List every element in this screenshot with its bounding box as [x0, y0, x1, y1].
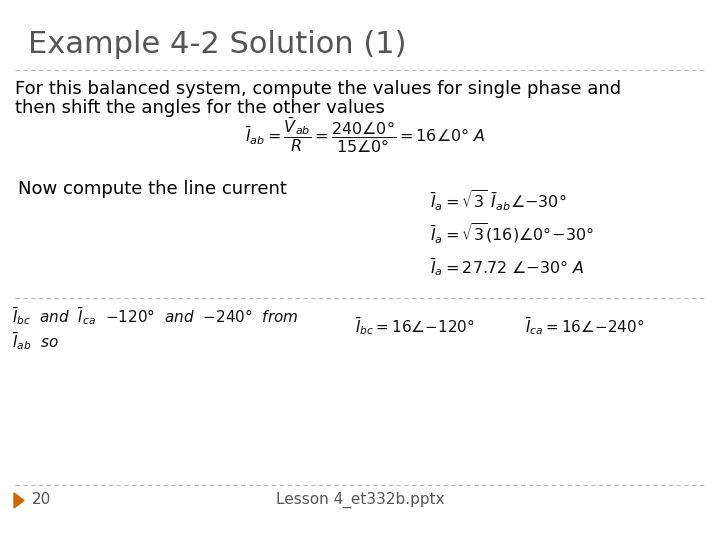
Text: $\mathit{\bar{I}_a = 27.72\ \angle{-30°}\ A}$: $\mathit{\bar{I}_a = 27.72\ \angle{-30°}…: [430, 256, 585, 278]
Text: Lesson 4_et332b.pptx: Lesson 4_et332b.pptx: [276, 492, 444, 508]
Text: For this balanced system, compute the values for single phase and: For this balanced system, compute the va…: [15, 80, 621, 98]
Text: Now compute the line current: Now compute the line current: [18, 180, 287, 198]
Text: $\mathit{\bar{I}_a = \sqrt{3}\ \bar{I}_{ab}\angle{-30°}}$: $\mathit{\bar{I}_a = \sqrt{3}\ \bar{I}_{…: [430, 188, 567, 213]
Text: $\mathit{\bar{I}_{bc}}$  and  $\mathit{\bar{I}_{ca}}$  $-120°$  and  $-240°$  fr: $\mathit{\bar{I}_{bc}}$ and $\mathit{\ba…: [12, 305, 299, 327]
Text: $\mathit{\bar{I}_{ab}= \dfrac{\bar{V}_{ab}}{R} = \dfrac{240\angle 0°}{15\angle 0: $\mathit{\bar{I}_{ab}= \dfrac{\bar{V}_{a…: [245, 115, 485, 155]
Text: $\mathit{\bar{I}_a = \sqrt{3}(16)\angle 0°\!-\!30°}$: $\mathit{\bar{I}_a = \sqrt{3}(16)\angle …: [430, 222, 594, 246]
Polygon shape: [14, 493, 24, 508]
Text: 20: 20: [32, 492, 51, 508]
Text: $\mathit{\bar{I}_{ab}}$  so: $\mathit{\bar{I}_{ab}}$ so: [12, 330, 59, 352]
Text: then shift the angles for the other values: then shift the angles for the other valu…: [15, 99, 385, 117]
Text: $\mathit{\bar{I}_{ca} = 16\angle{-240°}}$: $\mathit{\bar{I}_{ca} = 16\angle{-240°}}…: [525, 315, 644, 337]
Text: Example 4-2 Solution (1): Example 4-2 Solution (1): [28, 30, 407, 59]
Text: $\mathit{\bar{I}_{bc} = 16\angle{-120°}}$: $\mathit{\bar{I}_{bc} = 16\angle{-120°}}…: [355, 315, 474, 337]
